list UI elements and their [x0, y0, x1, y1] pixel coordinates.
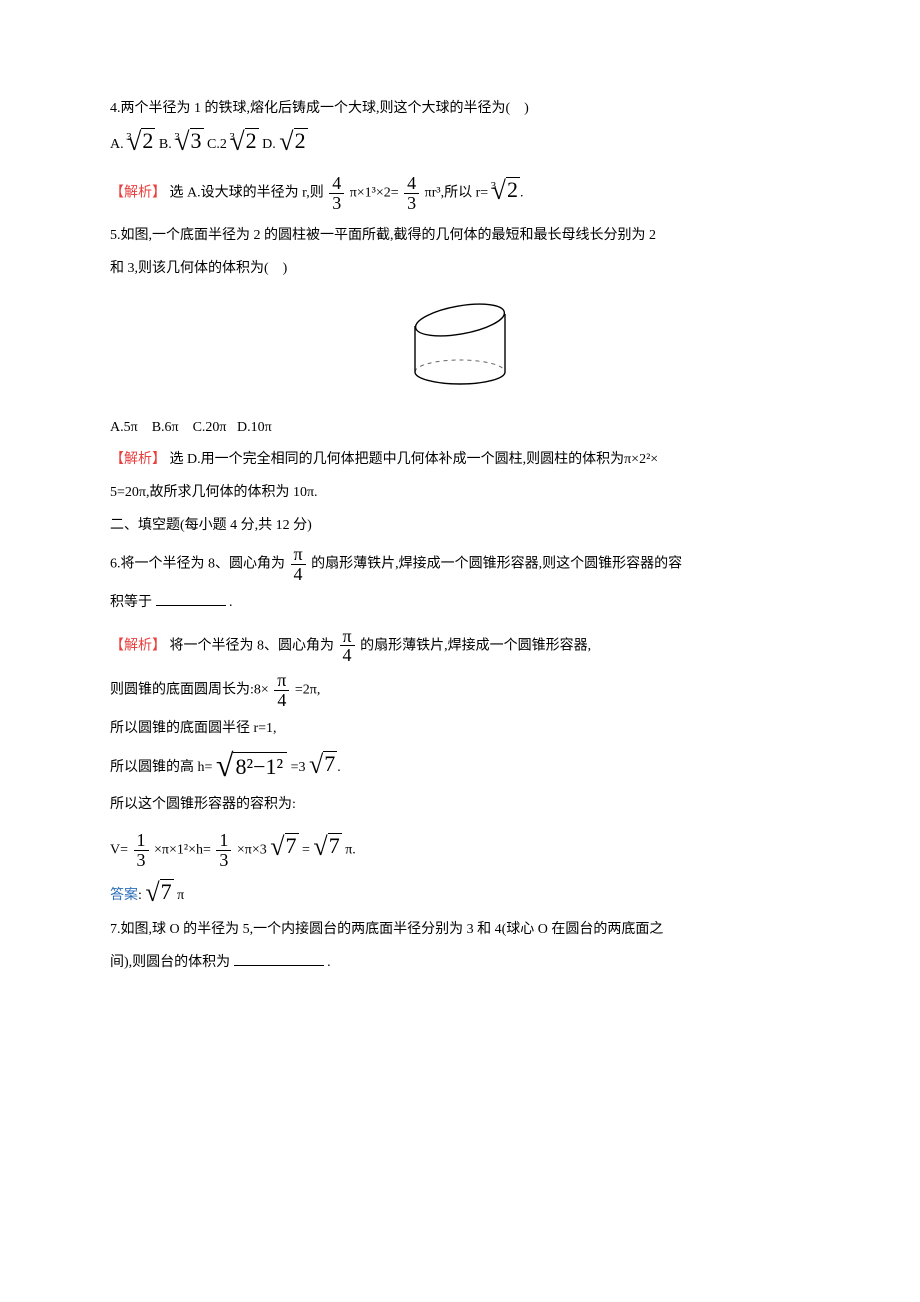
sqrt-icon: √7 — [270, 834, 298, 866]
q4-stem-text-b: ) — [524, 101, 529, 116]
q5-opt-c: C.20π — [193, 420, 227, 435]
q4-opt-d-pre: D. — [262, 137, 276, 152]
q4-options: A. 3√2 B. 3√3 C.2 3√2 D. √2 — [110, 129, 810, 161]
fraction-icon: π4 — [291, 545, 306, 584]
q4-answer: 【解析】 选 A.设大球的半径为 r,则 43 π×1³×2= 43 πr³,所… — [110, 174, 810, 213]
cut-cylinder-icon — [385, 292, 535, 390]
sqrt-icon: √7 — [313, 834, 341, 866]
cbrt-icon: 3√2 — [230, 129, 258, 161]
q4-stem: 4.两个半径为 1 的铁球,熔化后铸成一个大球,则这个大球的半径为( ) — [110, 96, 810, 123]
q7-stem-line2: 间),则圆台的体积为 . — [110, 950, 810, 977]
q6-V-e: π. — [345, 842, 356, 857]
q6-ans-line1: 【解析】 将一个半径为 8、圆心角为 π4 的扇形薄铁片,焊接成一个圆锥形容器, — [110, 627, 810, 666]
sqrt-icon: √8²−1² — [216, 749, 287, 787]
q4-opt-a-pre: A. — [110, 137, 124, 152]
fill-blank — [156, 591, 226, 606]
q6-V-b: ×π×1²×h= — [154, 842, 211, 857]
final-answer-label: 答案 — [110, 888, 138, 903]
q5-answer-line1: 【解析】 选 D.用一个完全相同的几何体把题中几何体补成一个圆柱,则圆柱的体积为… — [110, 447, 810, 474]
q5-stem-a: 5.如图,一个底面半径为 2 的圆柱被一平面所截,截得的几何体的最短和最长母线长… — [110, 228, 656, 243]
q6-stem-c: 积等于 — [110, 595, 152, 610]
answer-label: 【解析】 — [110, 452, 166, 467]
fraction-icon: π4 — [274, 671, 289, 710]
q5-opt-d: D.10π — [237, 420, 272, 435]
q4-ans-d: . — [520, 186, 524, 201]
q5-stem-b: 和 3,则该几何体的体积为( — [110, 261, 269, 276]
q6-stem-b: 的扇形薄铁片,焊接成一个圆锥形容器,则这个圆锥形容器的容 — [311, 557, 682, 572]
q6-ans-a: 将一个半径为 8、圆心角为 — [170, 638, 335, 653]
q6-height-b: =3 — [291, 760, 306, 775]
section2-heading: 二、填空题(每小题 4 分,共 12 分) — [110, 513, 810, 540]
fraction-icon: 43 — [404, 174, 419, 213]
q5-figure — [110, 292, 810, 401]
q7-stem-line1: 7.如图,球 O 的半径为 5,一个内接圆台的两底面半径分别为 3 和 4(球心… — [110, 917, 810, 944]
q6-ans-b: 的扇形薄铁片,焊接成一个圆锥形容器, — [360, 638, 591, 653]
q5-opt-b: B.6π — [152, 420, 179, 435]
fraction-icon: π4 — [340, 627, 355, 666]
q6-stem-d: . — [229, 595, 233, 610]
q6-V-c: ×π×3 — [237, 842, 267, 857]
q5-answer-line2: 5=20π,故所求几何体的体积为 10π. — [110, 480, 810, 507]
fraction-icon: 13 — [216, 831, 231, 870]
q5-ans-b: 5=20π,故所求几何体的体积为 10π. — [110, 485, 318, 500]
q6-circ-line: 则圆锥的底面圆周长为:8× π4 =2π, — [110, 671, 810, 710]
sqrt-icon: √7 — [309, 752, 337, 784]
q6-stem-line2: 积等于 . — [110, 590, 810, 617]
q5-options: A.5π B.6π C.20π D.10π — [110, 415, 810, 442]
q6-stem-a: 6.将一个半径为 8、圆心角为 — [110, 557, 285, 572]
cbrt-icon: 3√2 — [492, 178, 520, 210]
fraction-icon: 13 — [134, 831, 149, 870]
q5-stem-c: ) — [283, 261, 288, 276]
q4-ans-b: π×1³×2= — [350, 186, 399, 201]
q7-stem-a: 7.如图,球 O 的半径为 5,一个内接圆台的两底面半径分别为 3 和 4(球心… — [110, 922, 663, 937]
q7-stem-b: 间),则圆台的体积为 — [110, 955, 230, 970]
q4-ans-a: 选 A.设大球的半径为 r,则 — [170, 186, 324, 201]
q5-stem-line1: 5.如图,一个底面半径为 2 的圆柱被一平面所截,截得的几何体的最短和最长母线长… — [110, 223, 810, 250]
q5-stem-line2: 和 3,则该几何体的体积为( ) — [110, 256, 810, 283]
sqrt-icon: √2 — [279, 129, 307, 161]
q4-opt-c-pre: C.2 — [207, 137, 227, 152]
q5-opt-a: A.5π — [110, 420, 138, 435]
sqrt-icon: √7 — [145, 880, 173, 912]
q6-radius: 所以圆锥的底面圆半径 r=1, — [110, 721, 277, 736]
q6-radius-line: 所以圆锥的底面圆半径 r=1, — [110, 716, 810, 743]
q6-height-c: . — [337, 760, 341, 775]
cbrt-icon: 3√3 — [175, 129, 203, 161]
q6-V-line: V= 13 ×π×1²×h= 13 ×π×3 √7 = √7 π. — [110, 831, 810, 870]
q6-height-a: 所以圆锥的高 h= — [110, 760, 212, 775]
q7-stem-c: . — [327, 955, 331, 970]
q6-vol-intro: 所以这个圆锥形容器的容积为: — [110, 792, 810, 819]
q6-final-colon: : — [138, 888, 142, 903]
fraction-icon: 43 — [329, 174, 344, 213]
answer-label: 【解析】 — [110, 638, 166, 653]
answer-label: 【解析】 — [110, 186, 166, 201]
q6-stem-line1: 6.将一个半径为 8、圆心角为 π4 的扇形薄铁片,焊接成一个圆锥形容器,则这个… — [110, 545, 810, 584]
q4-ans-c: πr³,所以 r= — [425, 186, 489, 201]
q6-circ-a: 则圆锥的底面圆周长为:8× — [110, 683, 269, 698]
q6-final: 答案: √7 π — [110, 880, 810, 912]
q4-opt-b-pre: B. — [159, 137, 172, 152]
q6-final-tail: π — [177, 888, 184, 903]
cbrt-icon: 3√2 — [127, 129, 155, 161]
q6-circ-b: =2π, — [295, 683, 320, 698]
sec2-text: 二、填空题(每小题 4 分,共 12 分) — [110, 518, 312, 533]
q6-height-line: 所以圆锥的高 h= √8²−1² =3 √7 . — [110, 749, 810, 787]
q6-V-d: = — [302, 842, 310, 857]
q6-vol-intro-text: 所以这个圆锥形容器的容积为: — [110, 797, 296, 812]
q4-stem-text-a: 4.两个半径为 1 的铁球,熔化后铸成一个大球,则这个大球的半径为( — [110, 101, 510, 116]
fill-blank — [234, 951, 324, 966]
q5-ans-a: 选 D.用一个完全相同的几何体把题中几何体补成一个圆柱,则圆柱的体积为π×2²× — [170, 452, 659, 467]
q6-V-a: V= — [110, 842, 128, 857]
page: 4.两个半径为 1 的铁球,熔化后铸成一个大球,则这个大球的半径为( ) A. … — [0, 0, 920, 1302]
